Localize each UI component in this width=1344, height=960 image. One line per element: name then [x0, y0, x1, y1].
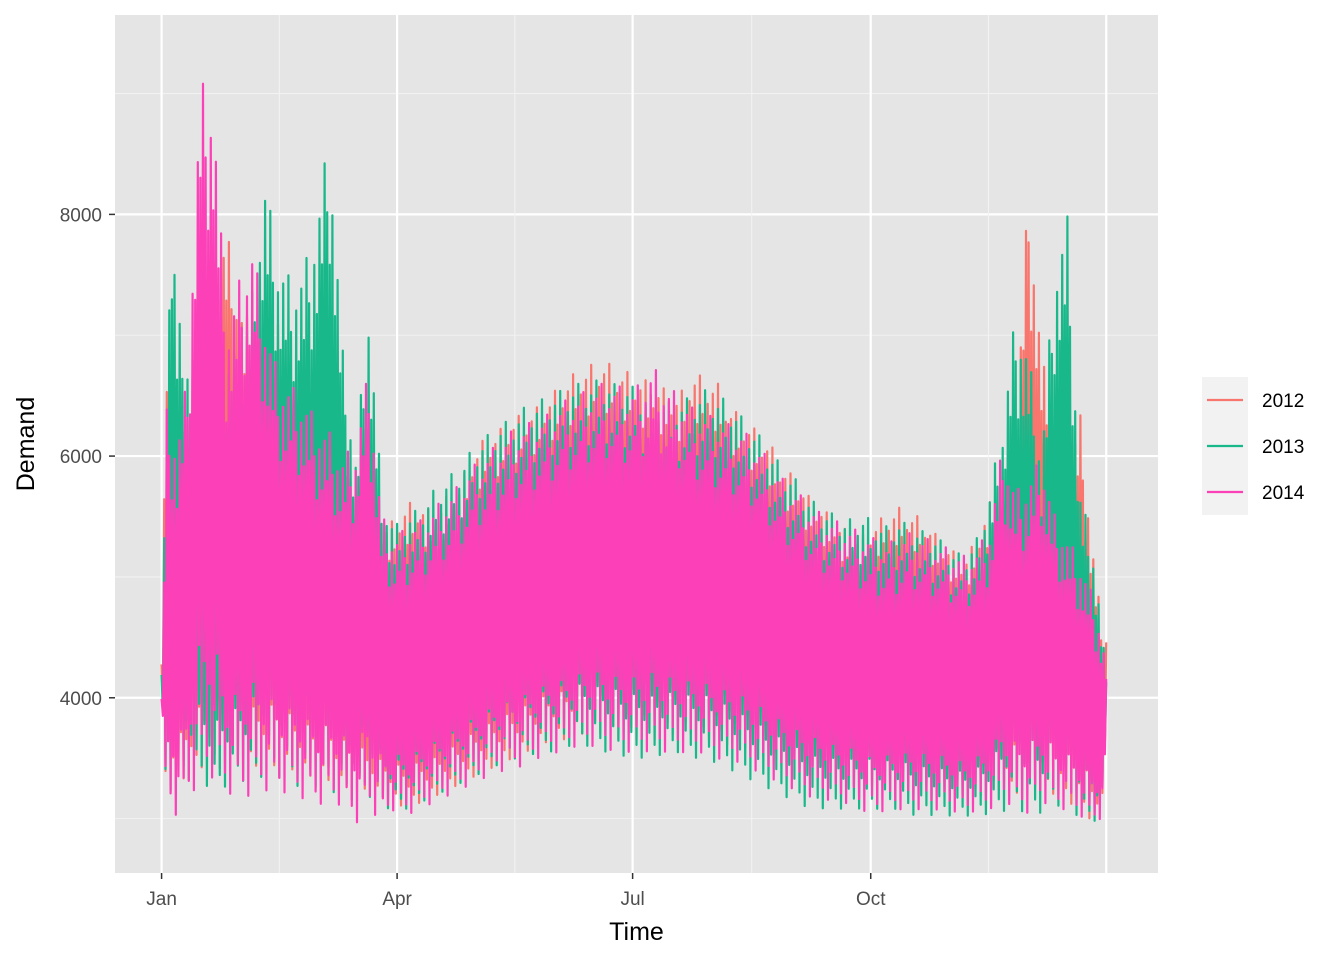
legend-label-2013: 2013: [1262, 437, 1304, 458]
y-tick-label: 4000: [60, 689, 102, 710]
series-line-2014: [160, 82, 1108, 824]
y-axis-title: Demand: [12, 397, 40, 492]
x-tick-label: Jul: [620, 889, 644, 910]
x-tick-label: Jan: [146, 889, 177, 910]
x-axis-title: Time: [609, 918, 664, 946]
y-tick-label: 6000: [60, 447, 102, 468]
x-tick-label: Oct: [856, 889, 886, 910]
y-tick-label: 8000: [60, 205, 102, 226]
legend-label-2012: 2012: [1262, 391, 1304, 412]
x-tick-label: Apr: [382, 889, 412, 910]
legend-label-2014: 2014: [1262, 483, 1305, 504]
legend: 2012 2013 2014: [1202, 377, 1305, 515]
axes: 4000 6000 8000 Jan Apr Jul Oct: [60, 205, 887, 910]
series-lines: [160, 82, 1108, 824]
